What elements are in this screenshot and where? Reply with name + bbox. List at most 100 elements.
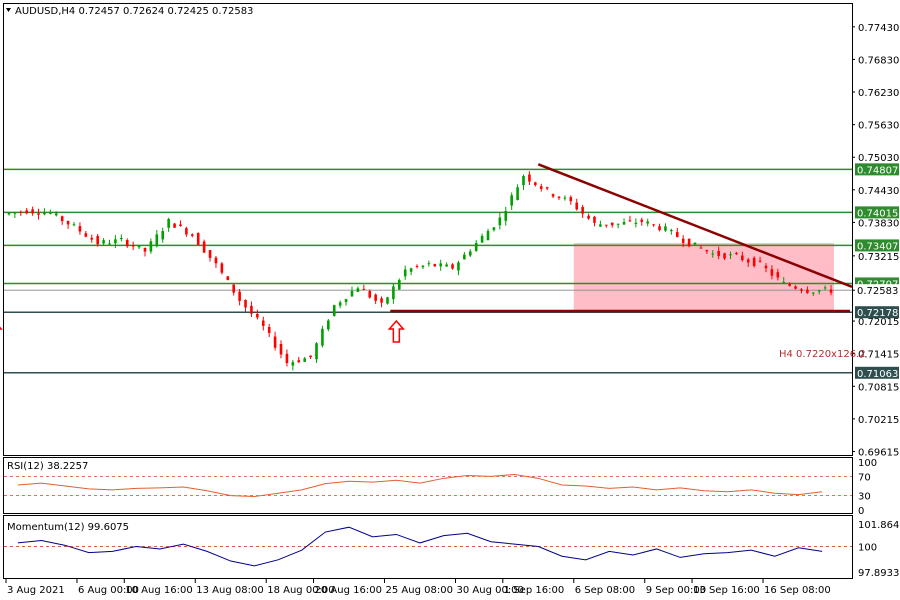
candle-body [214, 257, 218, 264]
candle-body [398, 280, 401, 290]
candle-body [338, 302, 342, 306]
y-tick-label: 0.75630 [858, 121, 899, 132]
candle-body [723, 253, 726, 259]
level-label-box [855, 306, 899, 319]
y-tick-label: 0.76230 [858, 88, 899, 99]
candle-body [96, 236, 99, 245]
candle-body [551, 194, 555, 197]
candle-body [610, 222, 614, 226]
candle-body [770, 269, 774, 276]
level-label-text: 0.74807 [857, 165, 898, 176]
candle-body [161, 231, 165, 240]
candle-body [167, 218, 170, 228]
rsi-pane [3, 457, 853, 514]
candle-body [350, 290, 354, 297]
candle-body [179, 224, 182, 226]
rsi-series-line [17, 473, 823, 498]
up-arrow-icon [0, 326, 3, 330]
candle-body [829, 289, 833, 293]
y-tick-label: 0.74430 [858, 186, 899, 197]
candle-body [49, 212, 52, 214]
candle-body [356, 288, 360, 292]
momentum-y-tick-label: 101.8649 [858, 520, 900, 531]
candle-body [285, 353, 289, 363]
candle-body [581, 207, 584, 214]
candle-body [563, 197, 567, 199]
candle-body [451, 264, 454, 269]
candle-body [185, 228, 188, 235]
candle-body [817, 290, 821, 292]
momentum-y-tick-label: 97.8933 [858, 568, 899, 579]
candle-body [675, 232, 679, 237]
candle-body [37, 213, 40, 215]
candle-body [208, 250, 212, 258]
candle-body [415, 265, 419, 267]
candle-body [380, 298, 383, 303]
level-label-text: 0.71063 [857, 369, 898, 380]
main-pane [3, 3, 853, 456]
candle-body [717, 251, 720, 256]
collapse-triangle-icon[interactable] [6, 8, 11, 12]
candle-body [19, 211, 23, 213]
candle-body [149, 241, 153, 252]
candle-body [593, 216, 596, 223]
x-tick-label: 16 Sep 08:00 [764, 585, 831, 596]
candle-body [13, 212, 17, 214]
y-tick-label: 0.70215 [858, 415, 899, 426]
candle-body [628, 220, 632, 222]
candle-body [711, 253, 715, 255]
candle-body [474, 242, 478, 251]
candle-body [522, 176, 525, 186]
candle-body [794, 286, 797, 289]
candle-body [279, 343, 283, 355]
candle-body [693, 242, 697, 245]
candle-body [90, 237, 94, 240]
rsi-y-tick-label: 70 [858, 472, 871, 483]
y-tick-label: 0.77430 [858, 23, 899, 34]
candle-body [640, 219, 644, 222]
candle-body [741, 255, 744, 261]
rsi-y-tick-label: 0 [858, 506, 864, 517]
sell-zone-rect [573, 243, 834, 312]
rsi-y-tick-label: 100 [858, 458, 877, 469]
momentum-y-tick-label: 100 [858, 543, 877, 554]
candle-body [812, 292, 815, 294]
candle-body [31, 209, 34, 214]
x-tick-label: 9 Sep 00:00 [646, 585, 706, 596]
candle-body [250, 305, 253, 314]
descending-trendline[interactable] [537, 163, 853, 288]
candle-body [800, 289, 803, 291]
candle-body [534, 182, 537, 185]
candle-body [256, 313, 259, 318]
candle-body [729, 254, 732, 256]
level-label-text: 0.73407 [857, 241, 898, 252]
candle-body [238, 291, 241, 301]
candle-body [788, 284, 791, 286]
candle-body [273, 336, 277, 348]
candle-body [226, 276, 230, 280]
candle-body [191, 234, 194, 236]
candle-body [605, 224, 608, 226]
x-tick-label: 30 Aug 00:00 [456, 585, 523, 596]
candle-body [599, 224, 602, 227]
level-label-text: 0.74015 [857, 208, 898, 219]
y-tick-label: 0.71415 [858, 350, 899, 361]
current-price-box [855, 284, 899, 297]
candle-body [267, 327, 271, 333]
candle-body [457, 262, 460, 271]
candle-body [315, 343, 318, 360]
candle-body [72, 224, 76, 226]
candle-body [776, 272, 780, 278]
candle-body [125, 240, 129, 247]
candle-body [492, 227, 496, 231]
candle-body [498, 217, 502, 226]
candle-body [66, 220, 70, 225]
x-tick-label: 6 Aug 00:00 [78, 585, 139, 596]
candle-body [386, 297, 389, 304]
candle-body [327, 320, 330, 330]
candle-body [670, 229, 673, 232]
x-tick-label: 18 Aug 00:00 [267, 585, 334, 596]
x-tick-label: 13 Aug 08:00 [196, 585, 263, 596]
candle-body [504, 211, 508, 221]
